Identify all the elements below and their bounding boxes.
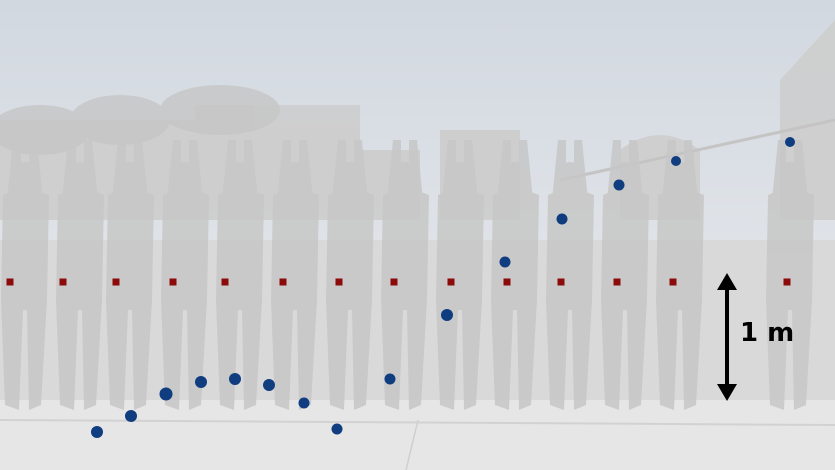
tracked-point bbox=[331, 423, 343, 435]
tracked-point bbox=[499, 256, 511, 268]
tree-line bbox=[0, 85, 280, 155]
scale-arrow bbox=[717, 273, 737, 401]
tracked-point bbox=[613, 179, 625, 191]
reference-marker bbox=[503, 278, 511, 286]
path-crack bbox=[405, 419, 419, 470]
reference-marker bbox=[279, 278, 287, 286]
tracked-point bbox=[384, 373, 396, 385]
jumper-silhouette bbox=[56, 140, 104, 410]
bridge bbox=[559, 118, 835, 182]
reference-marker bbox=[335, 278, 343, 286]
jumper-silhouette bbox=[381, 140, 429, 410]
jumper-silhouette bbox=[326, 140, 374, 410]
tracked-point bbox=[298, 397, 310, 409]
tracked-point bbox=[91, 426, 103, 438]
reference-marker bbox=[6, 278, 14, 286]
jumper-silhouette bbox=[161, 140, 209, 410]
reference-marker bbox=[390, 278, 398, 286]
jumper-silhouette bbox=[216, 140, 264, 410]
reference-marker bbox=[112, 278, 120, 286]
reference-marker bbox=[221, 278, 229, 286]
tracked-point bbox=[785, 137, 795, 147]
jumper-silhouette bbox=[766, 140, 814, 410]
jumper-silhouette bbox=[1, 140, 49, 410]
jumper-silhouettes bbox=[1, 140, 814, 410]
tracked-point bbox=[263, 379, 275, 391]
jumper-silhouette bbox=[436, 140, 484, 410]
tracked-point bbox=[159, 387, 173, 401]
reference-marker bbox=[613, 278, 621, 286]
jumper-silhouette bbox=[546, 140, 594, 410]
tracked-point bbox=[441, 309, 453, 321]
scale-label: 1 m bbox=[740, 318, 795, 348]
jumper-silhouette bbox=[491, 140, 539, 410]
tracked-point bbox=[229, 373, 241, 385]
tracked-point bbox=[556, 213, 568, 225]
tracked-point bbox=[671, 156, 681, 166]
reference-markers bbox=[6, 278, 791, 286]
jumper-silhouette bbox=[106, 140, 154, 410]
reference-marker bbox=[169, 278, 177, 286]
reference-marker bbox=[783, 278, 791, 286]
reference-marker bbox=[447, 278, 455, 286]
ground bbox=[0, 400, 835, 470]
reference-marker bbox=[557, 278, 565, 286]
reference-marker bbox=[59, 278, 67, 286]
tracked-point bbox=[195, 376, 207, 388]
reference-marker bbox=[669, 278, 677, 286]
tracked-point bbox=[125, 410, 137, 422]
jumper-silhouette bbox=[271, 140, 319, 410]
jumper-silhouette bbox=[656, 140, 704, 410]
tracked-points bbox=[91, 137, 795, 438]
